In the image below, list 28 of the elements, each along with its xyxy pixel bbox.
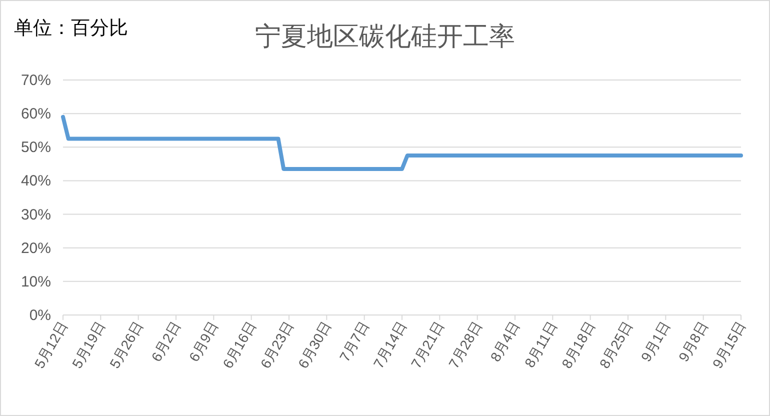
y-tick-label: 10% — [20, 273, 51, 290]
x-tick-label: 8月25日 — [596, 318, 636, 371]
x-tick-label: 8月4日 — [486, 318, 523, 364]
x-tick-label: 7月7日 — [336, 318, 372, 364]
x-tick-label: 6月30日 — [294, 318, 334, 371]
y-tick-label: 30% — [20, 206, 51, 224]
line-series — [61, 114, 743, 171]
x-tick-label: 8月18日 — [558, 318, 598, 371]
x-tick-label: 7月21日 — [408, 318, 448, 371]
x-tick-label: 7月28日 — [445, 318, 485, 371]
chart-title: 宁夏地区碳化硅开工率 — [255, 21, 515, 51]
x-tick-label: 8月11日 — [521, 318, 560, 370]
x-tick-label: 9月15日 — [709, 318, 749, 371]
x-tick-label: 6月23日 — [257, 318, 297, 371]
y-tick-label: 40% — [20, 172, 51, 190]
x-tick-label: 6月2日 — [148, 318, 184, 364]
x-tick-label: 6月16日 — [219, 318, 259, 371]
x-tick-label: 6月9日 — [186, 318, 222, 364]
text: 单位：百分比 — [14, 18, 128, 39]
x-tick-label: 5月26日 — [106, 318, 146, 371]
y-tick-label: 20% — [20, 240, 51, 257]
x-tick-label: 9月1日 — [638, 318, 674, 364]
y-tick-label: 50% — [20, 139, 51, 156]
x-tick-label: 9月8日 — [675, 318, 711, 364]
y-tick-label: 70% — [20, 72, 51, 89]
y-tick-label: 60% — [20, 106, 51, 123]
x-tick-label: 7月14日 — [370, 318, 410, 371]
x-tick-label: 5月19日 — [68, 318, 108, 371]
